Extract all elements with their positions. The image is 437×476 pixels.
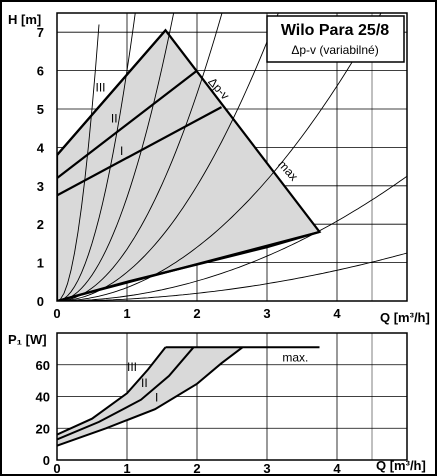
system-curve — [57, 13, 279, 301]
head-y-tick-label: 7 — [37, 25, 44, 40]
head-series-label: II — [111, 111, 118, 125]
power-x-tick-label: 3 — [263, 461, 270, 476]
power-x-tick-label: 1 — [123, 461, 130, 476]
head-series-II-line — [57, 69, 198, 179]
head-x-tick-label: 1 — [123, 306, 130, 321]
head-y-tick-label: 0 — [37, 294, 44, 309]
head-series-label: III — [96, 81, 106, 95]
system-curve — [57, 175, 407, 301]
head-x-tick-label: 4 — [333, 306, 341, 321]
head-y-tick-label: 2 — [37, 217, 44, 232]
title-box: Wilo Para 25/8 Δp-v (variabilné) — [266, 15, 405, 63]
head-x-tick-label: 3 — [263, 306, 270, 321]
head-y-tick-label: 6 — [37, 64, 44, 79]
power-series — [57, 346, 244, 447]
power-series-II-line — [57, 346, 195, 441]
power-x-tick-label: 0 — [53, 461, 60, 476]
head-x-axis-title: Q [m³/h] — [380, 310, 430, 325]
system-curve — [57, 13, 136, 301]
title-box-border — [266, 15, 405, 63]
system-curve — [57, 252, 407, 301]
head-y-axis-title: H [m] — [8, 12, 41, 27]
power-series-III-line — [57, 346, 167, 436]
power-y-tick-label: 0 — [43, 453, 50, 468]
system-curve — [57, 13, 175, 301]
head-series — [57, 29, 223, 197]
power-x-tick-label: 2 — [193, 461, 200, 476]
head-y-tick-label: 5 — [37, 102, 44, 117]
lower-limit-curve — [57, 230, 320, 301]
power-y-axis-title: P₁ [W] — [8, 332, 47, 347]
system-curve — [57, 13, 382, 301]
head-plot-border — [56, 12, 408, 302]
power-plot-border — [56, 332, 408, 461]
power-series-label: III — [127, 360, 137, 374]
head-tick-labels: 0 1 2 3 4 0 1 2 3 4 5 6 7 — [37, 25, 342, 321]
power-y-tick-label: 20 — [36, 421, 50, 436]
head-series-III-line — [57, 29, 167, 156]
head-series-label: I — [120, 144, 123, 158]
power-x-axis-title: Q [m³/h] — [376, 458, 426, 473]
power-x-tick-label: 4 — [333, 461, 341, 476]
head-y-tick-label: 1 — [37, 256, 44, 271]
power-y-tick-label: 40 — [36, 390, 50, 405]
power-series-label: I — [155, 390, 158, 404]
power-series-label: II — [141, 376, 148, 390]
power-area — [57, 347, 243, 446]
system-curve — [57, 24, 100, 301]
head-y-tick-label: 4 — [37, 140, 45, 155]
chart-title: Wilo Para 25/8 — [281, 22, 389, 39]
chart-subtitle: Δp-v (variabilné) — [291, 43, 378, 57]
head-x-tick-label: 2 — [193, 306, 200, 321]
power-y-tick-label: 60 — [36, 358, 50, 373]
power-series-I-line — [57, 346, 244, 447]
head-series-I-line — [57, 106, 223, 197]
head-y-tick-label: 3 — [37, 179, 44, 194]
head-x-tick-label: 0 — [53, 306, 60, 321]
max-power-label: max. — [282, 351, 308, 365]
